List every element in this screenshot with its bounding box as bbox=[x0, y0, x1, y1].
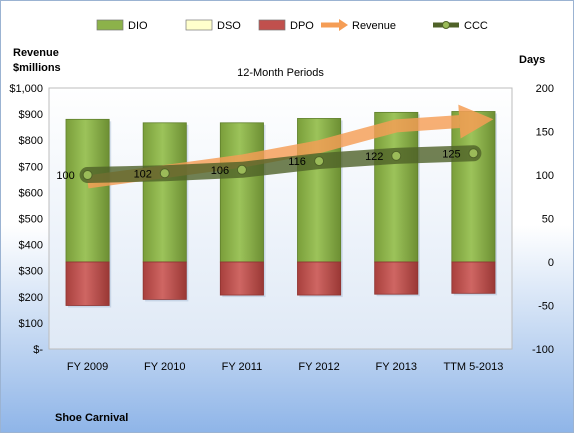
left-tick-label: $600 bbox=[19, 187, 43, 199]
legend-swatch-dio bbox=[96, 19, 124, 31]
bars bbox=[65, 111, 498, 308]
dio-bar bbox=[451, 111, 496, 263]
left-tick-label: $200 bbox=[19, 292, 43, 304]
ccc-data-label: 116 bbox=[288, 156, 306, 168]
ccc-marker bbox=[391, 150, 402, 161]
left-tick-label: $- bbox=[33, 344, 43, 356]
legend-swatch-dpo bbox=[258, 19, 286, 31]
ccc-data-label: 106 bbox=[211, 165, 229, 177]
left-tick-label: $700 bbox=[19, 161, 43, 173]
dpo-bar bbox=[451, 261, 496, 294]
chart-title: 12-Month Periods bbox=[237, 67, 324, 79]
dpo-bar bbox=[142, 261, 187, 300]
legend-label-ccc: CCC bbox=[464, 20, 488, 32]
right-tick-label: 200 bbox=[536, 83, 554, 95]
dpo-bar bbox=[297, 261, 342, 296]
right-tick-label: 50 bbox=[542, 214, 554, 226]
legend-swatch-dso bbox=[185, 19, 213, 31]
ccc-data-label: 122 bbox=[365, 151, 383, 163]
dpo-bar bbox=[374, 261, 419, 295]
legend: DIO DSO DPO Revenue CCC bbox=[96, 19, 488, 32]
ccc-marker bbox=[159, 168, 170, 179]
ccc-marker bbox=[236, 164, 247, 175]
left-tick-label: $500 bbox=[19, 214, 43, 226]
legend-swatch-revenue-head bbox=[339, 19, 348, 31]
right-tick-label: -50 bbox=[538, 301, 554, 313]
dpo-bar bbox=[65, 261, 110, 306]
left-tick-label: $100 bbox=[19, 318, 43, 330]
ccc-marker bbox=[82, 170, 93, 180]
right-tick-label: 150 bbox=[536, 127, 554, 139]
left-axis-title-line2: $millions bbox=[13, 62, 61, 74]
dio-bar bbox=[142, 122, 187, 263]
legend-label-revenue: Revenue bbox=[352, 20, 396, 32]
x-tick-label: FY 2013 bbox=[376, 361, 417, 373]
right-tick-label: 0 bbox=[548, 257, 554, 269]
x-tick-label: TTM 5-2013 bbox=[443, 361, 503, 373]
left-tick-label: $300 bbox=[19, 266, 43, 278]
x-tick-label: FY 2010 bbox=[144, 361, 185, 373]
left-tick-label: $800 bbox=[19, 135, 43, 147]
ccc-marker bbox=[468, 148, 479, 159]
revenue-arrowhead bbox=[458, 104, 494, 139]
left-tick-label: $400 bbox=[19, 240, 43, 252]
right-tick-label: 100 bbox=[536, 170, 554, 182]
right-tick-label: -100 bbox=[532, 344, 554, 356]
dio-bar bbox=[219, 122, 264, 263]
company-name: Shoe Carnival bbox=[55, 412, 128, 424]
legend-label-dpo: DPO bbox=[290, 20, 314, 32]
left-tick-label: $1,000 bbox=[9, 83, 43, 95]
legend-label-dso: DSO bbox=[217, 20, 241, 32]
left-axis-title-line1: Revenue bbox=[13, 47, 59, 59]
titles: 12-Month Periods Revenue $millions Days Shoe… bbox=[13, 47, 545, 424]
ccc-data-label: 125 bbox=[442, 148, 460, 160]
right-axis-title: Days bbox=[519, 54, 545, 66]
ccc-line bbox=[79, 145, 482, 183]
ccc-series: 100 102 106 116 122 125 bbox=[56, 145, 482, 183]
legend-swatch-ccc-marker bbox=[442, 21, 450, 29]
plot-area bbox=[48, 87, 513, 350]
ccc-marker bbox=[314, 156, 325, 167]
x-tick-label: FY 2012 bbox=[298, 361, 339, 373]
left-tick-label: $900 bbox=[19, 109, 43, 121]
dpo-bar bbox=[219, 261, 264, 296]
ccc-data-label: 102 bbox=[134, 168, 152, 180]
dio-bar bbox=[65, 118, 110, 263]
x-tick-label: FY 2009 bbox=[67, 361, 108, 373]
x-tick-label: FY 2011 bbox=[222, 361, 263, 373]
axes: $- $100 $200 $300 $400 $500 $600 $700 $800 $900 $1… bbox=[9, 83, 554, 373]
ccc-data-label: 100 bbox=[56, 170, 74, 182]
legend-label-dio: DIO bbox=[128, 20, 148, 32]
